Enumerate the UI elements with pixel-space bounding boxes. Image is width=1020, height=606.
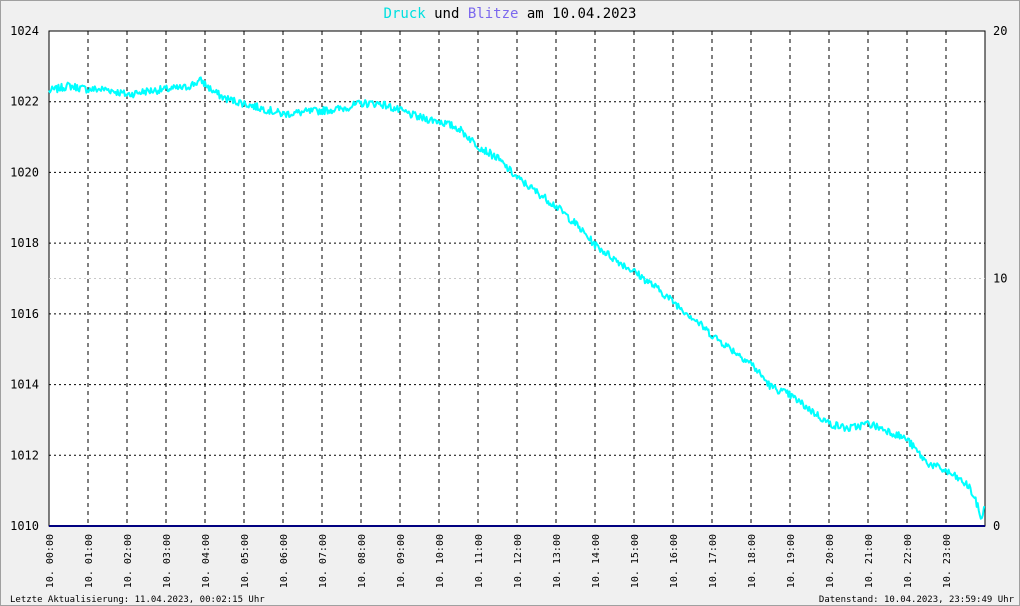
y-left-tick-label: 1012 — [10, 448, 39, 462]
series-druck-line — [48, 76, 986, 520]
x-tick-label: 10. 23:00 — [942, 534, 953, 588]
title-date: am 10.04.2023 — [518, 6, 636, 22]
x-tick-label: 10. 12:00 — [513, 534, 524, 588]
x-tick-label: 10. 15:00 — [630, 534, 641, 588]
title-druck: Druck — [384, 6, 427, 22]
y-left-tick-label: 1018 — [10, 236, 39, 250]
footer-last-update: Letzte Aktualisierung: 11.04.2023, 00:02… — [10, 595, 265, 605]
title-blitze: Blitze — [468, 6, 519, 22]
x-tick-label: 10. 22:00 — [903, 534, 914, 588]
axis-ticks: 101010121014101610181020102210240102010.… — [10, 24, 1007, 588]
x-tick-label: 10. 08:00 — [357, 534, 368, 588]
x-tick-label: 10. 00:00 — [45, 534, 56, 588]
x-tick-label: 10. 16:00 — [669, 534, 680, 588]
x-tick-label: 10. 20:00 — [825, 534, 836, 588]
y-left-tick-label: 1010 — [10, 519, 39, 533]
x-tick-label: 10. 13:00 — [552, 534, 563, 588]
y-right-tick-label: 10 — [993, 272, 1007, 286]
x-tick-label: 10. 09:00 — [396, 534, 407, 588]
x-tick-label: 10. 14:00 — [591, 534, 602, 588]
x-tick-label: 10. 10:00 — [435, 534, 446, 588]
y-left-tick-label: 1020 — [10, 165, 39, 179]
x-tick-label: 10. 19:00 — [786, 534, 797, 588]
x-tick-label: 10. 05:00 — [240, 534, 251, 588]
y-right-tick-label: 0 — [993, 519, 1000, 533]
title-und: und — [426, 6, 468, 22]
y-left-tick-label: 1014 — [10, 378, 39, 392]
x-tick-label: 10. 04:00 — [201, 534, 212, 588]
x-tick-label: 10. 11:00 — [474, 534, 485, 588]
x-tick-label: 10. 07:00 — [318, 534, 329, 588]
x-tick-label: 10. 18:00 — [747, 534, 758, 588]
x-tick-label: 10. 01:00 — [84, 534, 95, 588]
y-right-tick-label: 20 — [993, 24, 1007, 38]
x-tick-label: 10. 21:00 — [864, 534, 875, 588]
x-tick-label: 10. 02:00 — [123, 534, 134, 588]
x-tick-label: 10. 17:00 — [708, 534, 719, 588]
y-left-tick-label: 1024 — [10, 24, 39, 38]
grid-lines — [49, 31, 985, 526]
chart-title: Druck und Blitze am 10.04.2023 — [384, 6, 637, 22]
series-group — [48, 76, 986, 527]
x-tick-label: 10. 06:00 — [279, 534, 290, 588]
y-left-tick-label: 1022 — [10, 95, 39, 109]
x-tick-label: 10. 03:00 — [162, 534, 173, 588]
footer-data-status: Datenstand: 10.04.2023, 23:59:49 Uhr — [819, 595, 1015, 605]
y-left-tick-label: 1016 — [10, 307, 39, 321]
